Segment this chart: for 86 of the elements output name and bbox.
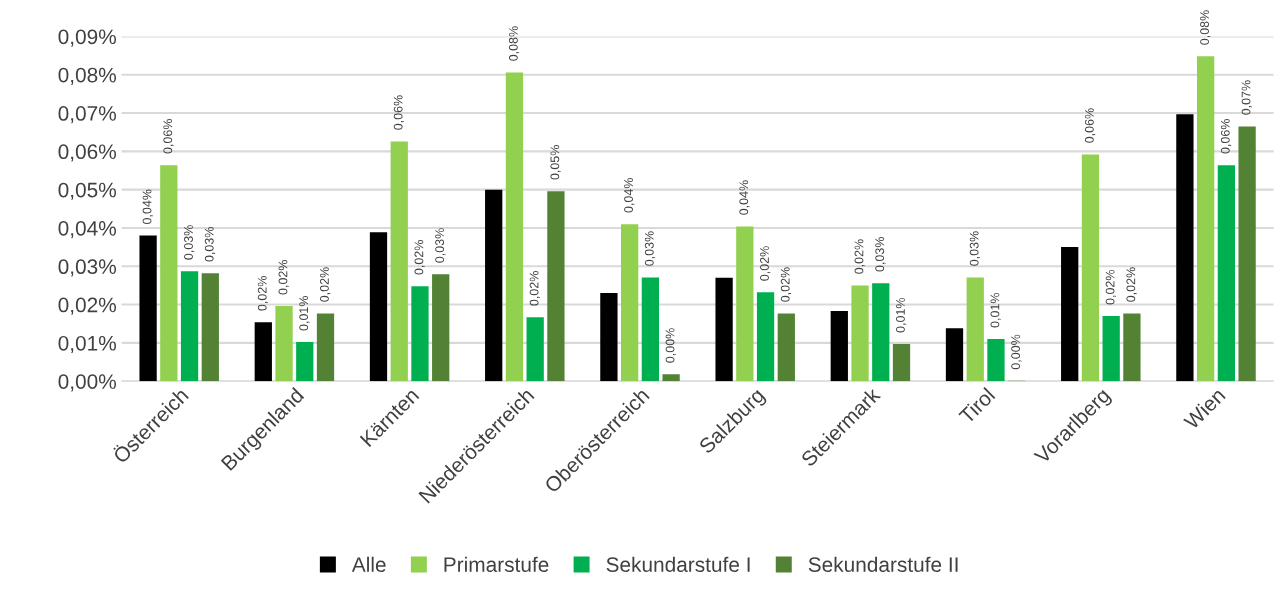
bar	[369, 232, 388, 382]
bar	[641, 277, 660, 382]
x-tick-label: Tirol	[957, 387, 996, 425]
data-label: 0,07%	[1241, 80, 1252, 115]
data-label: 0,02%	[1126, 267, 1137, 302]
data-label: 0,01%	[299, 296, 310, 331]
bar	[945, 328, 964, 382]
bar	[892, 344, 911, 382]
legend-label: Primarstufe	[444, 556, 549, 572]
bar	[987, 339, 1005, 382]
data-label: 0,02%	[760, 246, 771, 281]
bar	[254, 322, 272, 382]
bar	[526, 317, 544, 382]
bar	[485, 189, 503, 382]
y-tick-label: 0,04%	[58, 220, 116, 239]
bar	[180, 271, 199, 382]
bar	[715, 277, 733, 382]
data-label: 0,02%	[257, 276, 269, 311]
bar	[296, 342, 314, 382]
bar	[160, 165, 178, 382]
data-label: 0,06%	[393, 95, 405, 130]
bar	[851, 285, 869, 382]
data-label: 0,03%	[644, 231, 656, 266]
data-label: 0,04%	[739, 180, 750, 215]
data-label: 0,08%	[508, 26, 520, 61]
bar	[830, 311, 848, 382]
data-label: 0,00%	[665, 328, 676, 363]
legend-label: Sekundarstufe I	[606, 556, 750, 572]
data-label: 0,02%	[320, 267, 331, 302]
y-tick-label: 0,08%	[58, 67, 116, 85]
y-tick-label: 0,06%	[58, 144, 116, 162]
bar	[756, 292, 775, 382]
bar	[505, 72, 524, 382]
data-label: 0,06%	[163, 119, 174, 154]
y-tick-label: 0,03%	[58, 259, 116, 277]
data-label: 0,03%	[969, 231, 981, 266]
bar	[966, 277, 984, 382]
data-label: 0,01%	[990, 292, 1001, 328]
data-label: 0,04%	[142, 189, 153, 225]
bar	[432, 274, 450, 382]
bar	[736, 226, 754, 382]
y-tick-label: 0,01%	[58, 335, 116, 354]
bar	[662, 374, 680, 382]
bar	[1102, 316, 1120, 382]
bar	[547, 191, 565, 382]
data-label: 0,03%	[204, 227, 216, 262]
data-label: 0,02%	[1105, 269, 1116, 305]
data-label: 0,02%	[780, 267, 792, 302]
bar	[316, 313, 335, 382]
y-tick-label: 0,09%	[58, 29, 116, 47]
y-tick-label: 0,07%	[58, 106, 116, 124]
y-tick-label: 0,05%	[58, 182, 116, 200]
data-label: 0,03%	[875, 237, 886, 272]
data-label: 0,03%	[184, 225, 195, 260]
data-label: 0,02%	[529, 271, 540, 306]
bar	[275, 306, 293, 382]
data-label: 0,08%	[1200, 10, 1211, 45]
data-label: 0,01%	[896, 297, 907, 333]
bar	[620, 224, 639, 382]
bar	[139, 235, 157, 382]
bar	[1217, 165, 1236, 382]
legend-label: Sekundarstufe II	[808, 556, 958, 572]
bar	[411, 286, 429, 382]
bar	[1081, 154, 1100, 382]
bar	[1196, 56, 1215, 382]
y-tick-label: 0,00%	[58, 374, 116, 392]
bar	[600, 293, 618, 382]
data-label: 0,02%	[414, 240, 425, 275]
y-tick-label: 0,02%	[58, 297, 116, 315]
bar	[777, 313, 795, 382]
bar	[872, 283, 890, 382]
bar	[1061, 247, 1079, 382]
data-label: 0,06%	[1220, 119, 1232, 154]
data-label: 0,04%	[624, 178, 635, 213]
bar	[1238, 126, 1256, 382]
data-label: 0,05%	[550, 145, 561, 180]
data-label: 0,06%	[1084, 108, 1096, 143]
data-label: 0,02%	[278, 260, 289, 295]
bar	[1123, 313, 1141, 382]
data-label: 0,02%	[854, 239, 865, 274]
bar	[201, 273, 219, 382]
bar	[1176, 114, 1194, 382]
data-label: 0,03%	[435, 228, 446, 263]
data-label: 0,00%	[1011, 334, 1022, 370]
legend-label: Alle	[351, 556, 386, 572]
bar	[390, 141, 408, 382]
